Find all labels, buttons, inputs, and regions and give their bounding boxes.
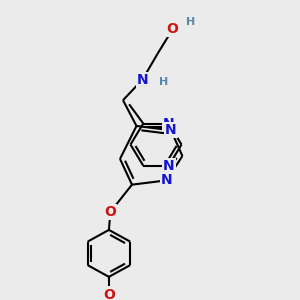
- Text: O: O: [104, 205, 116, 219]
- Text: N: N: [163, 116, 175, 130]
- Text: O: O: [167, 22, 178, 37]
- Text: N: N: [137, 73, 148, 87]
- Text: N: N: [161, 173, 172, 188]
- Text: N: N: [165, 123, 177, 137]
- Text: H: H: [186, 17, 195, 27]
- Text: N: N: [163, 159, 175, 173]
- Text: H: H: [160, 77, 169, 88]
- Text: O: O: [103, 288, 115, 300]
